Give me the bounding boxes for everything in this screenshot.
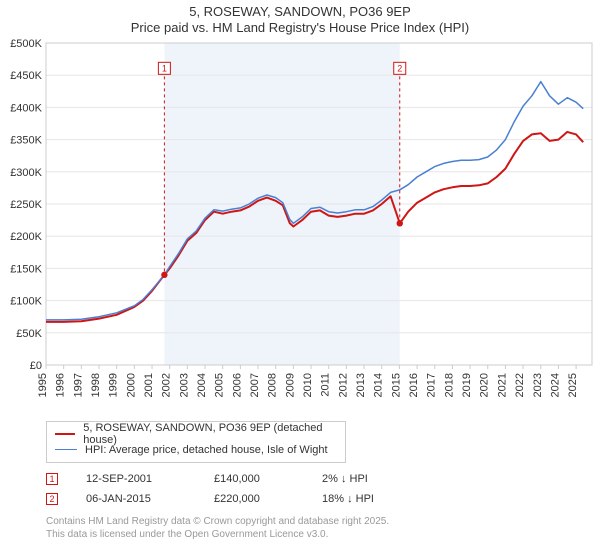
x-tick-label: 1998 xyxy=(90,373,102,397)
sale-marker-number: 2 xyxy=(397,63,402,73)
x-tick-label: 2013 xyxy=(355,373,367,397)
x-tick-label: 2019 xyxy=(461,373,473,397)
sale-row-date: 06-JAN-2015 xyxy=(86,493,186,505)
x-tick-label: 2015 xyxy=(390,373,402,397)
x-tick-label: 2022 xyxy=(514,373,526,397)
y-tick-label: £250K xyxy=(10,199,42,211)
sale-row-badge: 2 xyxy=(46,493,58,505)
sale-marker-dot xyxy=(397,220,403,226)
sale-row-price: £220,000 xyxy=(214,493,294,505)
x-tick-label: 2001 xyxy=(143,373,155,397)
attribution-line2: This data is licensed under the Open Gov… xyxy=(46,528,600,541)
legend-label: 5, ROSEWAY, SANDOWN, PO36 9EP (detached … xyxy=(83,422,337,446)
y-tick-label: £50K xyxy=(16,327,42,339)
attribution-line1: Contains HM Land Registry data © Crown c… xyxy=(46,515,600,528)
x-tick-label: 2004 xyxy=(196,373,208,397)
y-tick-label: £100K xyxy=(10,295,42,307)
x-tick-label: 2014 xyxy=(373,373,385,397)
sale-row-delta: 18% ↓ HPI xyxy=(322,493,374,505)
x-tick-label: 2024 xyxy=(549,373,561,397)
legend-item: 5, ROSEWAY, SANDOWN, PO36 9EP (detached … xyxy=(55,426,337,442)
x-tick-label: 2006 xyxy=(231,373,243,397)
sale-row-date: 12-SEP-2001 xyxy=(86,473,186,485)
x-tick-label: 2008 xyxy=(267,373,279,397)
y-tick-label: £300K xyxy=(10,166,42,178)
y-tick-label: £400K xyxy=(10,102,42,114)
x-tick-label: 2025 xyxy=(567,373,579,397)
x-tick-label: 2007 xyxy=(249,373,261,397)
x-tick-label: 2011 xyxy=(320,373,332,397)
x-tick-label: 2021 xyxy=(496,373,508,397)
chart-svg: £0 £50K £100K £150K £200K £250K £300K £350K £400… xyxy=(0,37,600,417)
x-tick-label: 2010 xyxy=(302,373,314,397)
x-tick-label: 2009 xyxy=(284,373,296,397)
chart-titles: 5, ROSEWAY, SANDOWN, PO36 9EP Price paid… xyxy=(0,0,600,37)
y-tick-label: £350K xyxy=(10,134,42,146)
x-tick-label: 2016 xyxy=(408,373,420,397)
sale-marker-number: 1 xyxy=(162,63,167,73)
sales-table: 1 12-SEP-2001 £140,000 2% ↓ HPI 2 06-JAN-2015… xyxy=(46,469,600,509)
y-tick-label: £450K xyxy=(10,70,42,82)
x-tick-label: 2017 xyxy=(426,373,438,397)
x-tick-label: 1997 xyxy=(72,373,84,397)
x-tick-label: 2000 xyxy=(125,373,137,397)
x-tick-label: 2002 xyxy=(161,373,173,397)
x-tick-label: 2018 xyxy=(443,373,455,397)
y-tick-label: £500K xyxy=(10,38,42,50)
legend-label: HPI: Average price, detached house, Isle… xyxy=(85,444,328,456)
x-tick-label: 2020 xyxy=(479,373,491,397)
y-tick-label: £200K xyxy=(10,231,42,243)
y-tick-label: £0 xyxy=(30,360,42,372)
y-tick-label: £150K xyxy=(10,263,42,275)
x-tick-label: 2005 xyxy=(214,373,226,397)
legend-swatch xyxy=(55,433,75,435)
x-tick-label: 1996 xyxy=(55,373,67,397)
legend: 5, ROSEWAY, SANDOWN, PO36 9EP (detached … xyxy=(46,421,346,463)
sale-row-delta: 2% ↓ HPI xyxy=(322,473,368,485)
sale-row-badge: 1 xyxy=(46,473,58,485)
x-tick-label: 2012 xyxy=(337,373,349,397)
attribution: Contains HM Land Registry data © Crown c… xyxy=(46,515,600,541)
legend-swatch xyxy=(55,449,77,450)
x-tick-label: 2003 xyxy=(178,373,190,397)
sale-marker-dot xyxy=(161,271,167,277)
x-tick-label: 1999 xyxy=(108,373,120,397)
x-tick-label: 2023 xyxy=(532,373,544,397)
sale-row-price: £140,000 xyxy=(214,473,294,485)
chart-area: £0 £50K £100K £150K £200K £250K £300K £350K £400… xyxy=(0,37,600,417)
chart-card: 5, ROSEWAY, SANDOWN, PO36 9EP Price paid… xyxy=(0,0,600,560)
sale-row: 1 12-SEP-2001 £140,000 2% ↓ HPI xyxy=(46,469,600,489)
x-tick-label: 1995 xyxy=(37,373,49,397)
legend-item: HPI: Average price, detached house, Isle… xyxy=(55,442,337,458)
chart-title-line1: 5, ROSEWAY, SANDOWN, PO36 9EP xyxy=(0,4,600,20)
chart-title-line2: Price paid vs. HM Land Registry's House … xyxy=(0,20,600,36)
sale-row: 2 06-JAN-2015 £220,000 18% ↓ HPI xyxy=(46,489,600,509)
